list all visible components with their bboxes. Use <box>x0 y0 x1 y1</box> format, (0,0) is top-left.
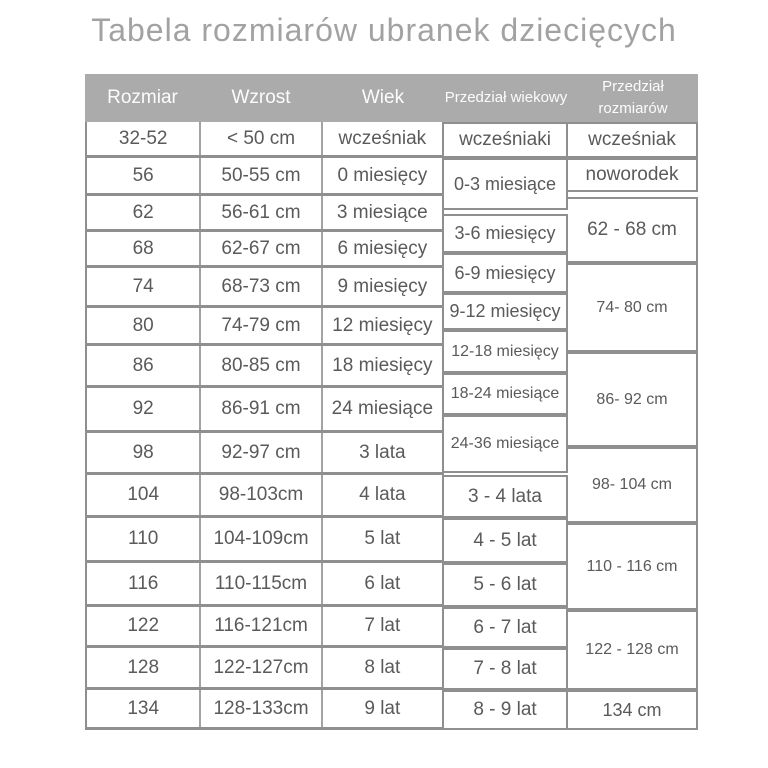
table-row: 128 122-127cm 8 lat <box>85 648 444 690</box>
cell-wzrost: 56-61 cm <box>201 196 323 229</box>
cell-wiek: 7 lat <box>323 607 444 645</box>
size-range-box: 122 - 128 cm <box>568 610 698 690</box>
col-header-rozmiar: Rozmiar <box>107 87 178 108</box>
age-range-box: wcześniaki <box>444 122 568 158</box>
cell-rozmiar: 62 <box>87 196 202 229</box>
cell-rozmiar: 86 <box>87 346 202 385</box>
cell-wzrost: 128-133cm <box>201 690 323 727</box>
age-range-box: 18-24 miesiące <box>444 373 568 415</box>
cell-wiek: 9 lat <box>323 690 444 727</box>
table-header-row: Rozmiar Wzrost Wiek Przedział wiekowy Pr… <box>85 74 698 122</box>
cell-wiek: 5 lat <box>323 518 444 560</box>
age-range-box: 3-6 miesięcy <box>444 214 568 253</box>
cell-rozmiar: 56 <box>87 158 202 193</box>
table-row: 80 74-79 cm 12 miesięcy <box>85 308 444 346</box>
col-header-wiek: Wiek <box>361 87 405 108</box>
size-range-box: 74- 80 cm <box>568 263 698 352</box>
col-header-przedzial-wiekowy: Przedział wiekowy <box>444 89 568 107</box>
cell-wiek: 4 lata <box>323 475 444 515</box>
table-row: 32-52 < 50 cm wcześniak <box>85 122 444 158</box>
table-row: 92 86-91 cm 24 miesiące <box>85 388 444 433</box>
age-range-box: 24-36 miesiące <box>444 415 568 473</box>
age-range-box: 4 - 5 lat <box>444 518 568 563</box>
cell-wiek: 18 miesięcy <box>323 346 444 385</box>
cell-wzrost: 80-85 cm <box>201 346 323 385</box>
cell-wiek: 3 lata <box>323 433 444 472</box>
age-range-box: 7 - 8 lat <box>444 648 568 690</box>
size-range-box: 110 - 116 cm <box>568 523 698 610</box>
cell-rozmiar: 134 <box>87 690 202 727</box>
cell-wiek: 8 lat <box>323 648 444 687</box>
cell-wiek: 6 miesięcy <box>323 232 444 265</box>
table-row: 86 80-85 cm 18 miesięcy <box>85 346 444 388</box>
cell-wzrost: 68-73 cm <box>201 268 323 305</box>
cell-rozmiar: 98 <box>87 433 202 472</box>
cell-rozmiar: 80 <box>87 308 202 343</box>
table-row: 116 110-115cm 6 lat <box>85 563 444 607</box>
table-row: 104 98-103cm 4 lata <box>85 475 444 518</box>
cell-wiek: 12 miesięcy <box>323 308 444 343</box>
size-range-box: noworodek <box>568 158 698 192</box>
cell-rozmiar: 110 <box>87 518 202 560</box>
age-range-box: 6-9 miesięcy <box>444 253 568 293</box>
cell-rozmiar: 74 <box>87 268 202 305</box>
size-range-box: 134 cm <box>568 690 698 730</box>
cell-rozmiar: 92 <box>87 388 202 430</box>
cell-rozmiar: 122 <box>87 607 202 645</box>
cell-wiek: 3 miesiące <box>323 196 444 229</box>
size-range-box: 62 - 68 cm <box>568 197 698 263</box>
age-range-box: 6 - 7 lat <box>444 607 568 648</box>
col-header-wzrost: Wzrost <box>231 87 291 108</box>
table-row: 68 62-67 cm 6 miesięcy <box>85 232 444 268</box>
age-range-box: 3 - 4 lata <box>444 475 568 518</box>
table-row: 134 128-133cm 9 lat <box>85 690 444 730</box>
size-range-box: 86- 92 cm <box>568 352 698 447</box>
table-row: 56 50-55 cm 0 miesięcy <box>85 158 444 196</box>
cell-wzrost: 110-115cm <box>201 563 323 604</box>
cell-wiek: 6 lat <box>323 563 444 604</box>
cell-rozmiar: 128 <box>87 648 202 687</box>
cell-wzrost: 104-109cm <box>201 518 323 560</box>
table-row: 122 116-121cm 7 lat <box>85 607 444 648</box>
size-range-box: 98- 104 cm <box>568 447 698 523</box>
cell-wzrost: 62-67 cm <box>201 232 323 265</box>
cell-rozmiar: 68 <box>87 232 202 265</box>
page-title: Tabela rozmiarów ubranek dziecięcych <box>91 12 677 48</box>
cell-wzrost: 122-127cm <box>201 648 323 687</box>
cell-wzrost: 74-79 cm <box>201 308 323 343</box>
cell-wiek: 9 miesięcy <box>323 268 444 305</box>
age-range-box: 5 - 6 lat <box>444 563 568 607</box>
cell-rozmiar: 32-52 <box>87 122 202 155</box>
table-row: 74 68-73 cm 9 miesięcy <box>85 268 444 308</box>
cell-wzrost: 98-103cm <box>201 475 323 515</box>
age-range-box: 12-18 miesięcy <box>444 330 568 373</box>
table-row: 110 104-109cm 5 lat <box>85 518 444 563</box>
cell-rozmiar: 116 <box>87 563 202 604</box>
table-row: 62 56-61 cm 3 miesiące <box>85 196 444 232</box>
cell-rozmiar: 104 <box>87 475 202 515</box>
cell-wzrost: < 50 cm <box>201 122 323 155</box>
age-range-box: 0-3 miesiące <box>444 158 568 210</box>
cell-wiek: 0 miesięcy <box>323 158 444 193</box>
cell-wzrost: 116-121cm <box>201 607 323 645</box>
table-row: 98 92-97 cm 3 lata <box>85 433 444 475</box>
size-range-box: wcześniak <box>568 122 698 158</box>
age-range-box: 9-12 miesięcy <box>444 293 568 330</box>
cell-wiek: 24 miesiące <box>323 388 444 430</box>
cell-wzrost: 86-91 cm <box>201 388 323 430</box>
cell-wzrost: 92-97 cm <box>201 433 323 472</box>
col-header-przedzial-rozmiarow: Przedział rozmiarów <box>598 78 668 117</box>
cell-wiek: wcześniak <box>323 122 444 155</box>
cell-wzrost: 50-55 cm <box>201 158 323 193</box>
age-range-box: 8 - 9 lat <box>444 690 568 730</box>
